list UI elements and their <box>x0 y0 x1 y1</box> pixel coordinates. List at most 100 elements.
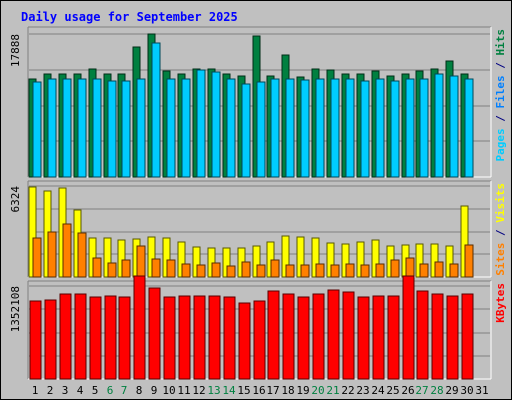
day-label-18: 18 <box>281 384 294 397</box>
bar-files-day-19 <box>300 79 310 178</box>
bar-files-day-8 <box>136 78 146 178</box>
day-label-27: 27 <box>415 384 428 397</box>
bar-sites-day-15 <box>241 261 251 278</box>
bar-files-day-15 <box>241 83 251 178</box>
bar-kbytes-day-21 <box>327 289 340 380</box>
bar-sites-day-8 <box>136 245 146 278</box>
legend-entry: KBytes <box>494 283 507 323</box>
day-label-22: 22 <box>341 384 354 397</box>
bar-sites-day-22 <box>345 263 355 278</box>
legend-entry: / <box>494 223 507 243</box>
bar-kbytes-day-10 <box>163 296 176 380</box>
bar-files-day-29 <box>449 75 459 178</box>
legend-entry: Sites <box>494 243 507 276</box>
series-kbytes <box>29 275 474 380</box>
day-label-3: 3 <box>62 384 69 397</box>
axis-max-label: 1352108 <box>9 286 22 332</box>
panel-visits_sites: 6324 Sites / Visits <box>9 180 507 278</box>
bar-files-day-11 <box>181 78 191 178</box>
bar-files-day-23 <box>360 80 370 178</box>
bar-kbytes-day-22 <box>342 291 355 380</box>
bar-files-day-30 <box>464 78 474 178</box>
bar-sites-day-7 <box>121 259 131 278</box>
bar-kbytes-day-24 <box>372 295 385 380</box>
day-label-13: 13 <box>207 384 220 397</box>
bar-files-day-6 <box>107 80 117 178</box>
day-label-21: 21 <box>326 384 339 397</box>
bar-files-day-1 <box>32 81 42 178</box>
day-label-19: 19 <box>296 384 309 397</box>
day-label-7: 7 <box>121 384 128 397</box>
bar-files-day-28 <box>434 73 444 178</box>
bar-files-day-17 <box>270 78 280 178</box>
bar-kbytes-day-7 <box>118 296 131 380</box>
bar-sites-day-5 <box>92 257 102 278</box>
bar-files-day-13 <box>211 71 221 178</box>
bar-kbytes-day-23 <box>357 296 370 380</box>
bar-files-day-27 <box>419 78 429 178</box>
bar-kbytes-day-17 <box>267 290 280 380</box>
bar-sites-day-4 <box>77 232 87 278</box>
legend-hits_files_pages: Pages / Files / Hits <box>494 29 507 162</box>
bar-kbytes-day-4 <box>74 293 87 380</box>
bar-sites-day-18 <box>285 264 295 278</box>
bar-kbytes-day-2 <box>44 299 57 380</box>
bar-kbytes-day-16 <box>253 300 266 380</box>
chart-panels: 17888 Pages / Files / Hits 6324 Sites / Vis… <box>9 26 507 380</box>
bar-sites-day-26 <box>405 257 415 278</box>
legend-entry: / <box>494 109 507 129</box>
bar-sites-day-25 <box>390 259 400 278</box>
bar-files-day-5 <box>92 78 102 178</box>
bar-kbytes-day-28 <box>431 293 444 380</box>
bar-files-day-18 <box>285 78 295 178</box>
bar-files-day-25 <box>390 80 400 178</box>
day-label-28: 28 <box>430 384 443 397</box>
bar-sites-day-1 <box>32 237 42 278</box>
panel-hits_files_pages: 17888 Pages / Files / Hits <box>9 26 507 178</box>
bar-sites-day-24 <box>375 263 385 278</box>
bar-files-day-22 <box>345 78 355 178</box>
bar-kbytes-day-30 <box>461 293 474 380</box>
day-label-25: 25 <box>386 384 399 397</box>
bar-kbytes-day-26 <box>402 275 415 380</box>
legend-entry: Hits <box>494 29 507 56</box>
day-label-29: 29 <box>445 384 458 397</box>
bar-kbytes-day-14 <box>223 296 236 380</box>
legend-entry: Pages <box>494 128 507 161</box>
bar-files-day-21 <box>330 78 340 178</box>
day-label-26: 26 <box>401 384 414 397</box>
bar-sites-day-3 <box>62 223 72 278</box>
bar-files-day-9 <box>151 42 161 178</box>
bar-files-day-20 <box>315 78 325 178</box>
day-label-4: 4 <box>77 384 84 397</box>
bar-sites-day-12 <box>196 264 206 278</box>
bar-kbytes-day-20 <box>312 293 325 380</box>
day-label-8: 8 <box>136 384 143 397</box>
day-label-11: 11 <box>177 384 190 397</box>
day-label-31: 31 <box>475 384 488 397</box>
bar-sites-day-30 <box>464 244 474 278</box>
bar-kbytes-day-18 <box>282 293 295 380</box>
bar-sites-day-20 <box>315 263 325 278</box>
bar-files-day-10 <box>166 78 176 178</box>
bar-kbytes-day-9 <box>148 287 161 380</box>
legend-entry: Visits <box>494 183 507 223</box>
bar-files-day-7 <box>121 80 131 178</box>
day-label-5: 5 <box>92 384 99 397</box>
bar-files-day-14 <box>226 78 236 178</box>
bar-kbytes-day-5 <box>89 296 102 380</box>
series-sites <box>32 223 474 278</box>
day-label-30: 30 <box>460 384 473 397</box>
bar-files-day-12 <box>196 69 206 178</box>
bar-sites-day-17 <box>270 259 280 278</box>
axis-max-label: 6324 <box>9 186 22 213</box>
day-label-14: 14 <box>222 384 236 397</box>
bar-files-day-3 <box>62 78 72 178</box>
bar-files-day-26 <box>405 78 415 178</box>
series-files <box>32 42 474 178</box>
bar-sites-day-9 <box>151 258 161 278</box>
day-label-24: 24 <box>371 384 385 397</box>
day-axis: 1 2 3 4 5 6 7 8 9 10 11 12 13 14 15 16 17 18 19 20 21 22 23 24 2… <box>32 384 489 397</box>
bar-sites-day-11 <box>181 263 191 278</box>
